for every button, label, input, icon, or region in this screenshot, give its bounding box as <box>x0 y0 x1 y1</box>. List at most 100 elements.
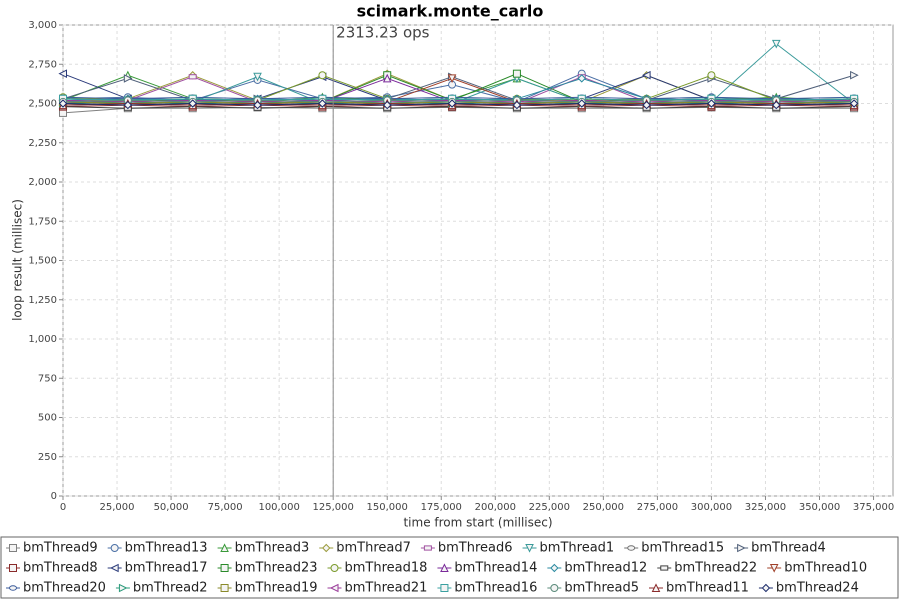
legend-marker <box>220 564 229 572</box>
x-tick-label: 250,000 <box>583 502 624 513</box>
legend-item: bmThread23 <box>217 561 318 576</box>
y-tick-label: 500 <box>38 413 57 424</box>
legend-item: bmThread22 <box>657 561 757 576</box>
legend-marker <box>330 564 339 572</box>
legend-label: bmThread7 <box>336 541 411 556</box>
legend-label: bmThread15 <box>641 541 724 556</box>
marker <box>123 74 133 83</box>
legend-item: bmThread24 <box>758 581 859 596</box>
marker <box>447 99 457 108</box>
marker <box>123 100 133 110</box>
series <box>58 99 859 110</box>
legend-item: bmThread21 <box>327 581 428 596</box>
marker <box>318 71 327 80</box>
legend-item: bmThread12 <box>547 561 647 576</box>
x-tick-label: 125,000 <box>313 502 354 513</box>
annotation-label: 2313.23 ops <box>336 24 429 42</box>
legend-label: bmThread4 <box>751 541 826 556</box>
legend-label: bmThread13 <box>125 541 208 556</box>
legend-label: bmThread6 <box>438 541 513 556</box>
y-tick-label: 2,000 <box>28 177 57 188</box>
legend-item: bmThread3 <box>217 541 310 556</box>
legend-item: bmThread13 <box>107 541 208 556</box>
x-tick-label: 100,000 <box>258 502 299 513</box>
legend-label: bmThread18 <box>345 561 428 576</box>
legend-marker <box>440 584 449 592</box>
marker <box>707 99 716 108</box>
marker <box>641 70 651 80</box>
legend-label: bmThread8 <box>23 561 98 576</box>
legend-item: bmThread16 <box>437 581 537 596</box>
legend-item: bmThread19 <box>217 581 318 596</box>
legend-marker <box>322 543 331 553</box>
legend-label: bmThread17 <box>125 561 208 576</box>
marker <box>707 71 716 80</box>
x-tick-label: 375,000 <box>853 502 894 513</box>
legend-item: bmThread7 <box>319 541 411 556</box>
marker <box>577 74 586 83</box>
legend-label: bmThread19 <box>235 581 318 596</box>
legend-marker <box>9 564 17 572</box>
legend-label: bmThread11 <box>666 581 749 596</box>
x-tick-label: 0 <box>60 502 66 513</box>
legend-item: bmThread6 <box>420 541 513 556</box>
legend-marker <box>220 543 229 552</box>
legend-marker <box>660 565 669 571</box>
x-tick-label: 275,000 <box>637 502 678 513</box>
legend-marker <box>9 544 17 552</box>
legend-item: bmThread4 <box>734 541 826 556</box>
legend-item: bmThread11 <box>649 581 749 596</box>
marker <box>188 74 197 80</box>
legend-label: bmThread1 <box>540 541 615 556</box>
legend-marker <box>220 584 229 592</box>
legend-marker <box>440 563 449 572</box>
y-tick-label: 1,750 <box>28 216 57 227</box>
marker <box>382 73 392 83</box>
marker <box>642 100 651 110</box>
y-tick-label: 3,000 <box>28 20 57 31</box>
x-axis-label: time from start (millisec) <box>403 516 552 530</box>
marker <box>253 72 262 82</box>
y-tick-label: 2,250 <box>28 138 57 149</box>
legend-marker <box>761 583 771 593</box>
legend-marker <box>737 543 746 553</box>
x-tick-label: 175,000 <box>421 502 462 513</box>
x-tick-label: 350,000 <box>799 502 840 513</box>
legend-marker <box>423 545 432 551</box>
legend-label: bmThread10 <box>784 561 867 576</box>
legend-item: bmThread18 <box>327 561 428 576</box>
legend-marker <box>110 544 119 552</box>
marker <box>58 69 67 78</box>
legend-item: bmThread10 <box>767 561 867 576</box>
legend-label: bmThread14 <box>454 561 537 576</box>
marker <box>849 99 859 108</box>
legend-marker <box>118 583 128 593</box>
legend-item: bmThread2 <box>115 581 208 596</box>
legend-marker <box>550 584 559 592</box>
legend-label: bmThread9 <box>23 541 98 556</box>
y-tick-label: 2,500 <box>28 99 57 110</box>
marker <box>383 100 392 110</box>
y-tick-label: 750 <box>38 373 57 384</box>
legend-marker <box>651 583 661 592</box>
legend-marker <box>627 545 636 551</box>
legend-marker <box>110 563 119 573</box>
legend-label: bmThread21 <box>345 581 428 596</box>
legend-marker <box>769 564 779 573</box>
legend-label: bmThread12 <box>564 561 647 576</box>
legend-item: bmThread15 <box>624 541 724 556</box>
x-tick-label: 200,000 <box>475 502 516 513</box>
y-tick-label: 250 <box>38 452 57 463</box>
x-tick-label: 300,000 <box>691 502 732 513</box>
legend-item: bmThread17 <box>107 561 208 576</box>
marker <box>58 99 68 108</box>
legend-item: bmThread20 <box>6 581 106 596</box>
legend-marker <box>9 585 17 591</box>
legend-label: bmThread3 <box>235 541 310 556</box>
legend-marker <box>550 563 559 573</box>
y-tick-label: 1,000 <box>28 334 57 345</box>
marker <box>253 100 262 110</box>
x-tick-label: 75,000 <box>208 502 243 513</box>
marker <box>447 74 457 83</box>
